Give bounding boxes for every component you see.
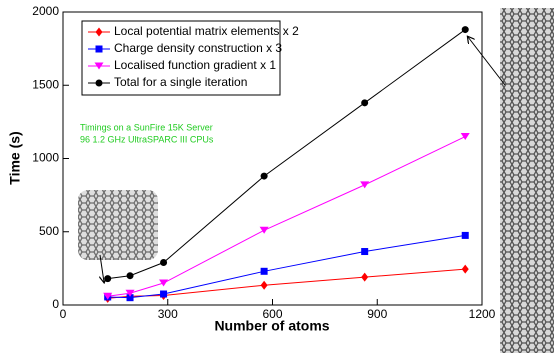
y-tick-label: 500: [39, 224, 59, 238]
point: [127, 272, 134, 279]
y-axis-label: Time (s): [7, 131, 23, 184]
point: [361, 248, 368, 255]
y-tick-label: 0: [52, 297, 59, 311]
point: [461, 133, 470, 140]
point: [159, 280, 168, 287]
point: [160, 291, 167, 298]
page: {"chart_data": {"type": "line", "x_label…: [0, 0, 554, 353]
legend-label: Total for a single iteration: [114, 75, 247, 89]
point: [462, 232, 469, 239]
point: [462, 265, 469, 274]
arrow: [468, 37, 505, 85]
y-tick-label: 1000: [32, 151, 59, 165]
legend-marker: [96, 46, 103, 53]
y-tick-label: 1500: [32, 77, 59, 91]
nanotube-image-small: [78, 190, 158, 260]
point: [361, 99, 368, 106]
chart: Number of atoms Time (s) Timings on a Su…: [0, 0, 554, 353]
x-tick-label: 0: [60, 307, 67, 321]
annotation: Timings on a SunFire 15K Server: [80, 122, 213, 132]
point: [261, 173, 268, 180]
nanotube-image: [500, 8, 554, 353]
legend-label: Local potential matrix elements x 2: [114, 24, 299, 38]
point: [104, 275, 111, 282]
legend-label: Localised function gradient x 1: [114, 58, 276, 72]
point: [361, 273, 368, 282]
point: [360, 181, 369, 188]
point: [261, 268, 268, 275]
point: [260, 227, 269, 234]
legend-marker: [96, 80, 103, 87]
legend-label: Charge density construction x 3: [114, 41, 282, 55]
point: [261, 281, 268, 290]
series-line: [108, 137, 466, 297]
x-tick-label: 300: [158, 307, 178, 321]
annotation: 96 1.2 GHz UltraSPARC III CPUs: [80, 134, 214, 144]
point: [160, 259, 167, 266]
x-tick-label: 900: [367, 307, 387, 321]
point: [462, 26, 469, 33]
x-tick-label: 1200: [469, 307, 496, 321]
x-tick-label: 600: [262, 307, 282, 321]
y-tick-label: 2000: [32, 4, 59, 18]
series-line: [108, 235, 466, 297]
